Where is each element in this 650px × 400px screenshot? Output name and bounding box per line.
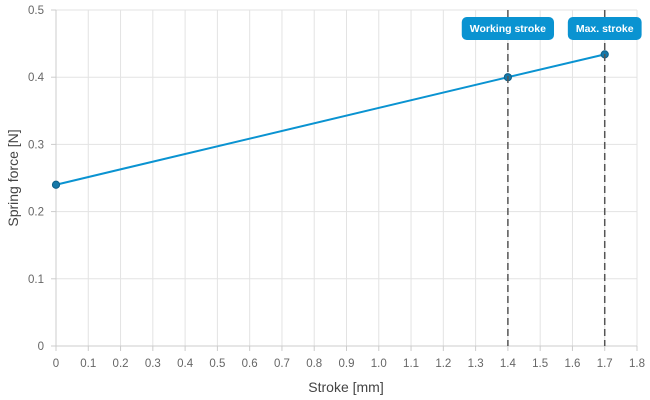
x-tick-label: 0 [53, 358, 59, 370]
marker-badge-label: Max. stroke [576, 23, 634, 35]
marker-badge-label: Working stroke [470, 23, 546, 35]
y-tick-label: 0.3 [28, 139, 44, 151]
y-tick-label: 0.2 [28, 207, 44, 219]
x-tick-label: 1.6 [564, 358, 580, 370]
y-tick-label: 0.1 [28, 274, 44, 286]
x-tick-label: 1.3 [468, 358, 484, 370]
x-tick-label: 0.9 [339, 358, 355, 370]
x-tick-label: 0.7 [274, 358, 290, 370]
x-tick-label: 1.5 [532, 358, 548, 370]
x-tick-label: 1.1 [403, 358, 419, 370]
y-tick-label: 0 [38, 341, 44, 353]
x-tick-label: 1.8 [629, 358, 645, 370]
x-tick-label: 0.5 [209, 358, 225, 370]
series-line [55, 53, 605, 186]
x-tick-label: 1.2 [435, 358, 451, 370]
marker-badge [461, 17, 555, 40]
y-tick-label: 0.4 [28, 72, 45, 84]
series [51, 50, 609, 189]
x-tick-label: 1.4 [500, 358, 517, 370]
x-tick-label: 0.8 [306, 358, 322, 370]
grid [56, 9, 638, 346]
x-tick-label: 1.7 [597, 358, 613, 370]
x-tick-label: 0.2 [113, 358, 129, 370]
y-tick-label: 0.5 [28, 5, 44, 17]
x-axis-title: Stroke [mm] [308, 379, 383, 395]
x-tick-label: 0.1 [80, 358, 96, 370]
x-tick-label: 0.4 [177, 358, 194, 370]
axes [51, 9, 638, 351]
marker-badge [567, 17, 642, 40]
data-point [51, 180, 61, 189]
markers: Working stroke Max. stroke [461, 10, 642, 346]
tick-labels: 0 0.1 0.2 0.3 0.4 0.5 0.6 0.7 0.8 0.9 1.0 1.1 1.2 1.3… [28, 5, 645, 370]
y-axis-title: Spring force [N] [5, 129, 21, 226]
x-tick-label: 0.3 [145, 358, 161, 370]
x-tick-label: 1.0 [371, 358, 387, 370]
x-tick-label: 0.6 [242, 358, 258, 370]
